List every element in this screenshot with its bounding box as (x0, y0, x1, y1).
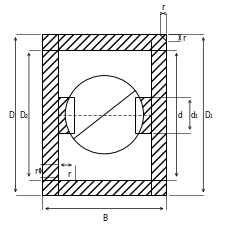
Text: B: B (101, 213, 106, 222)
Polygon shape (58, 51, 150, 180)
Text: r: r (67, 169, 70, 178)
Text: r: r (161, 3, 164, 12)
Text: r: r (181, 34, 185, 43)
Text: r: r (35, 166, 38, 175)
Text: D₂: D₂ (19, 111, 28, 120)
Text: d: d (177, 111, 182, 120)
Polygon shape (42, 51, 58, 180)
Polygon shape (150, 51, 166, 180)
Text: d₁: d₁ (190, 111, 198, 120)
Text: D: D (8, 111, 14, 120)
Text: D₁: D₁ (204, 111, 212, 120)
Polygon shape (42, 35, 166, 51)
Polygon shape (42, 180, 166, 195)
Polygon shape (134, 97, 150, 133)
Polygon shape (58, 97, 73, 133)
Circle shape (65, 76, 143, 154)
